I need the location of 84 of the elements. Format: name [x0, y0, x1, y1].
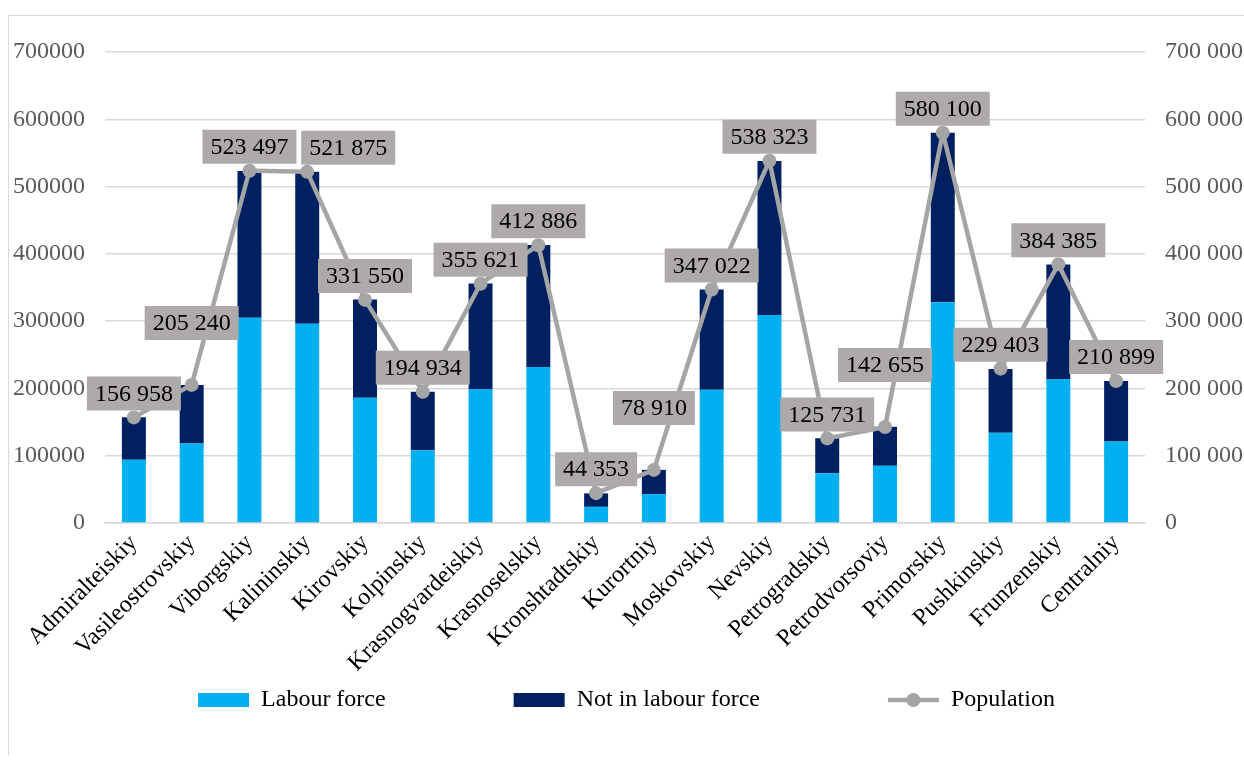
y-tick-label: 500000 [13, 171, 85, 198]
y-tick-label: 700000 [13, 37, 85, 64]
data-label: 205 240 [152, 309, 231, 336]
y-tick-label: 600000 [13, 104, 85, 131]
data-label: 78 910 [620, 394, 687, 421]
data-label: 523 497 [210, 133, 289, 160]
bar [410, 391, 435, 451]
bar [930, 302, 955, 523]
y-tick-label: 200000 [13, 373, 85, 400]
bar [873, 465, 897, 523]
bar [988, 432, 1013, 523]
y2-tick-label: 500 000 [1165, 171, 1243, 198]
y2-tick-label: 600 000 [1165, 104, 1243, 131]
bar [699, 289, 724, 390]
data-label: 347 022 [672, 251, 751, 278]
point [415, 384, 430, 399]
legend-label: Not in labour force [576, 685, 760, 712]
data-label: 521 875 [309, 134, 388, 161]
data-label: 210 899 [1077, 343, 1156, 370]
legend-label: Population [950, 685, 1055, 712]
bar [179, 385, 204, 444]
data-label: 538 323 [730, 123, 809, 150]
point [1051, 257, 1066, 272]
point [358, 292, 372, 307]
data-label: 580 100 [903, 94, 982, 121]
y2-tick-label: 400 000 [1165, 239, 1243, 266]
bar [1104, 441, 1129, 523]
data-label: 355 621 [441, 246, 520, 273]
bar [1104, 381, 1129, 442]
point [300, 164, 315, 179]
bar [468, 389, 493, 523]
bar [237, 317, 262, 523]
legend-label: Labour force [261, 685, 386, 712]
bar [815, 438, 840, 474]
point [184, 377, 199, 392]
point [126, 410, 141, 425]
data-label: 156 958 [94, 379, 173, 406]
bar [584, 506, 609, 523]
point [646, 462, 661, 477]
point [1109, 374, 1124, 389]
bar [988, 368, 1013, 433]
y2-tick-label: 200 000 [1165, 373, 1243, 400]
point [242, 163, 257, 178]
y2-tick-label: 700 000 [1165, 37, 1243, 64]
y-tick-label: 300000 [13, 306, 85, 333]
data-label: 384 385 [1019, 226, 1098, 253]
bar [179, 443, 204, 523]
data-label: 412 886 [499, 207, 578, 234]
data-label: 229 403 [961, 330, 1040, 357]
bar [410, 450, 435, 523]
bar [641, 494, 666, 523]
bar [815, 473, 840, 523]
bar [121, 417, 146, 460]
point [993, 361, 1008, 376]
bar [699, 389, 724, 523]
bar [121, 459, 146, 523]
y2-tick-label: 100 000 [1165, 441, 1243, 468]
y2-tick-label: 300 000 [1165, 306, 1243, 333]
y-tick-label: 100000 [13, 441, 85, 468]
point [473, 276, 488, 291]
y-tick-label: 0 [73, 508, 85, 535]
bar [1046, 379, 1071, 523]
bar [757, 315, 782, 523]
point [762, 153, 777, 168]
data-label: 142 655 [846, 351, 924, 378]
bar [526, 366, 551, 523]
point [704, 282, 719, 297]
point [820, 431, 835, 446]
y2-tick-label: 0 [1165, 508, 1177, 535]
data-label: 44 353 [563, 455, 630, 482]
data-label: 331 550 [326, 262, 404, 289]
bar [237, 171, 262, 318]
bar [295, 171, 320, 324]
point [878, 420, 892, 435]
data-label: 194 934 [383, 354, 462, 381]
point [531, 238, 546, 253]
bar [353, 299, 377, 398]
point [935, 125, 950, 140]
bar [295, 323, 320, 523]
point [589, 486, 604, 501]
y-tick-label: 400000 [13, 239, 85, 266]
bar [353, 397, 377, 523]
data-label: 125 731 [788, 400, 867, 427]
bar [468, 283, 493, 390]
